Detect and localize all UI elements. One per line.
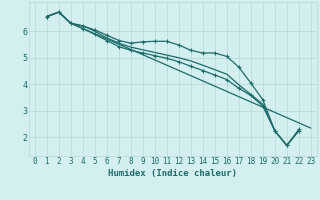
X-axis label: Humidex (Indice chaleur): Humidex (Indice chaleur) — [108, 169, 237, 178]
